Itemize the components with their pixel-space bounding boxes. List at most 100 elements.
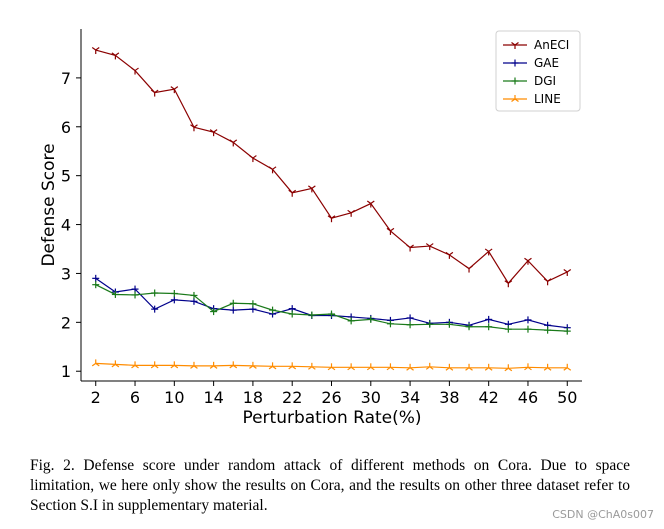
data-point-dgi	[367, 315, 375, 323]
data-point-aneci	[150, 89, 159, 97]
data-point-aneci	[524, 257, 532, 265]
data-point-line	[327, 363, 336, 371]
data-point-dgi	[151, 289, 159, 297]
legend-item-gae: GAE	[503, 56, 559, 70]
data-point-line	[288, 362, 297, 370]
data-point-dgi	[229, 299, 237, 307]
legend-item-dgi: DGI	[503, 74, 556, 88]
legend-marker-gae	[511, 59, 519, 67]
y-tick-label: 1	[61, 362, 71, 381]
data-point-dgi	[111, 290, 119, 298]
data-point-aneci	[170, 86, 179, 94]
x-tick-label: 38	[439, 388, 459, 407]
data-point-line	[425, 362, 434, 370]
series-aneci	[91, 47, 572, 288]
data-point-gae	[229, 306, 237, 314]
data-point-dgi	[347, 317, 355, 325]
data-point-aneci	[190, 124, 198, 132]
series-dgi	[92, 281, 571, 335]
chart-legend: AnECI GAE DGI LINE	[495, 30, 581, 112]
data-point-line	[268, 362, 277, 370]
data-point-dgi	[308, 311, 316, 319]
data-point-line	[465, 363, 473, 371]
data-point-aneci	[425, 243, 434, 251]
data-point-aneci	[327, 215, 336, 223]
series-gae	[92, 274, 571, 332]
legend-item-line: LINE	[503, 92, 561, 106]
figure-caption: Fig. 2. Defense score under random attac…	[30, 457, 630, 514]
data-point-dgi	[210, 308, 218, 316]
data-point-dgi	[386, 320, 394, 328]
data-point-dgi	[190, 291, 198, 299]
data-point-aneci	[445, 251, 454, 259]
legend-label: LINE	[534, 92, 561, 106]
data-point-line	[229, 361, 238, 369]
data-point-dgi	[269, 306, 277, 314]
data-point-aneci	[249, 155, 257, 163]
data-point-gae	[524, 316, 532, 324]
data-point-gae	[92, 274, 100, 282]
data-point-line	[170, 361, 179, 369]
data-point-line	[504, 364, 513, 372]
x-tick-label: 6	[130, 388, 140, 407]
data-point-aneci	[543, 278, 552, 286]
data-point-dgi	[131, 291, 139, 299]
legend-label: GAE	[534, 56, 559, 70]
data-point-line	[445, 363, 454, 371]
data-point-aneci	[347, 209, 355, 217]
data-point-gae	[151, 305, 159, 313]
y-tick-label: 6	[61, 118, 71, 137]
legend-item-aneci: AnECI	[503, 38, 569, 52]
legend-label: DGI	[534, 74, 556, 88]
data-point-line	[543, 363, 552, 371]
x-tick-label: 2	[91, 388, 101, 407]
data-point-aneci	[504, 280, 513, 288]
data-point-aneci	[406, 244, 414, 252]
data-point-dgi	[445, 320, 453, 328]
data-point-dgi	[504, 325, 512, 333]
x-tick-label: 26	[321, 388, 341, 407]
data-point-aneci	[563, 268, 572, 276]
data-point-line	[347, 363, 355, 371]
data-point-line	[209, 361, 218, 369]
x-tick-label: 22	[282, 388, 302, 407]
y-axis-ticks: 1 2 3 4 5 6 7	[61, 69, 81, 381]
data-point-gae	[190, 297, 198, 305]
x-axis-title: Perturbation Rate(%)	[242, 408, 421, 428]
data-point-dgi	[563, 327, 571, 335]
y-tick-label: 3	[61, 264, 71, 283]
data-point-aneci	[484, 248, 493, 256]
data-point-aneci	[465, 265, 473, 273]
data-point-line	[366, 363, 375, 371]
data-point-line	[406, 363, 414, 371]
data-point-dgi	[465, 323, 473, 331]
data-point-dgi	[170, 289, 178, 297]
legend-box	[495, 30, 581, 112]
plot-series	[91, 47, 572, 372]
data-point-gae	[485, 315, 493, 323]
x-tick-label: 42	[478, 388, 498, 407]
x-tick-label: 10	[164, 388, 184, 407]
legend-marker-line	[511, 95, 519, 102]
data-point-aneci	[209, 129, 218, 137]
legend-label: AnECI	[534, 38, 569, 52]
data-point-aneci	[308, 185, 316, 193]
x-tick-label: 34	[400, 388, 420, 407]
data-point-line	[111, 360, 120, 368]
data-point-dgi	[524, 325, 532, 333]
data-point-aneci	[268, 166, 277, 174]
y-tick-label: 2	[61, 313, 71, 332]
data-point-line	[524, 363, 532, 371]
data-point-aneci	[131, 67, 139, 75]
data-point-line	[249, 361, 257, 369]
data-point-gae	[131, 285, 139, 293]
data-point-gae	[170, 296, 178, 304]
x-tick-label: 46	[518, 388, 538, 407]
y-tick-label: 4	[61, 216, 71, 235]
y-tick-label: 5	[61, 167, 71, 186]
data-point-aneci	[111, 52, 120, 60]
data-point-dgi	[426, 320, 434, 328]
x-tick-label: 14	[203, 388, 223, 407]
data-point-line	[91, 359, 100, 367]
data-point-line	[484, 363, 493, 371]
